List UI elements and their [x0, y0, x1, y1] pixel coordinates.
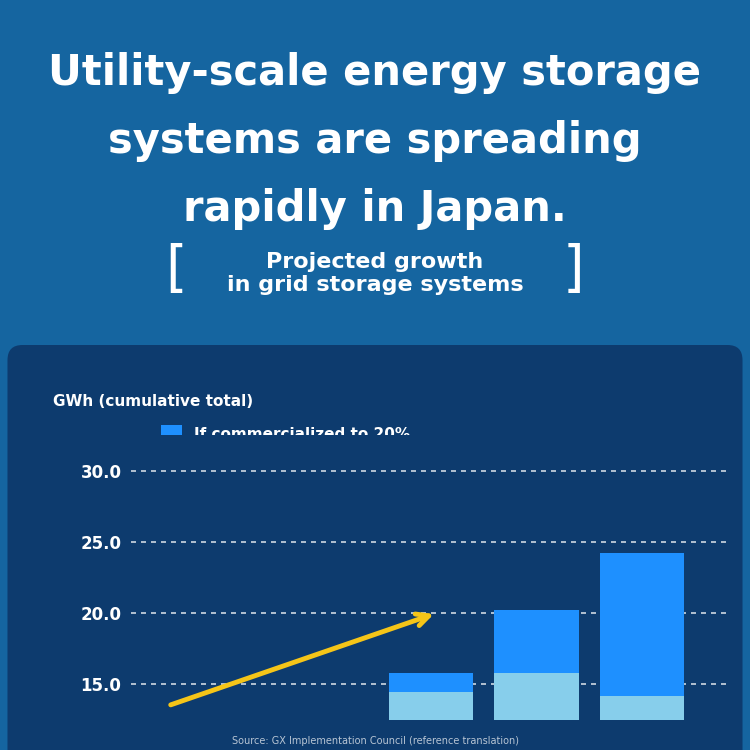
Text: Utility-scale energy storage: Utility-scale energy storage	[49, 53, 701, 94]
FancyBboxPatch shape	[161, 425, 182, 444]
Text: If commercialized to 10%: If commercialized to 10%	[194, 468, 410, 484]
Text: Projected growth
in grid storage systems: Projected growth in grid storage systems	[226, 252, 524, 296]
Text: ]: ]	[563, 243, 584, 297]
Bar	[494, 610, 578, 750]
Bar	[389, 692, 473, 750]
Text: Source: GX Implementation Council (reference translation): Source: GX Implementation Council (refer…	[232, 736, 518, 746]
Text: rapidly in Japan.: rapidly in Japan.	[183, 188, 567, 230]
Text: If commercialized to 20%: If commercialized to 20%	[194, 427, 410, 442]
Text: [: [	[166, 243, 187, 297]
FancyBboxPatch shape	[8, 345, 742, 750]
Bar	[600, 696, 684, 750]
Bar	[389, 673, 473, 750]
Text: GWh (cumulative total): GWh (cumulative total)	[53, 394, 253, 409]
FancyBboxPatch shape	[161, 466, 182, 485]
Bar	[600, 554, 684, 750]
Text: systems are spreading: systems are spreading	[108, 120, 642, 162]
Bar	[494, 673, 578, 750]
